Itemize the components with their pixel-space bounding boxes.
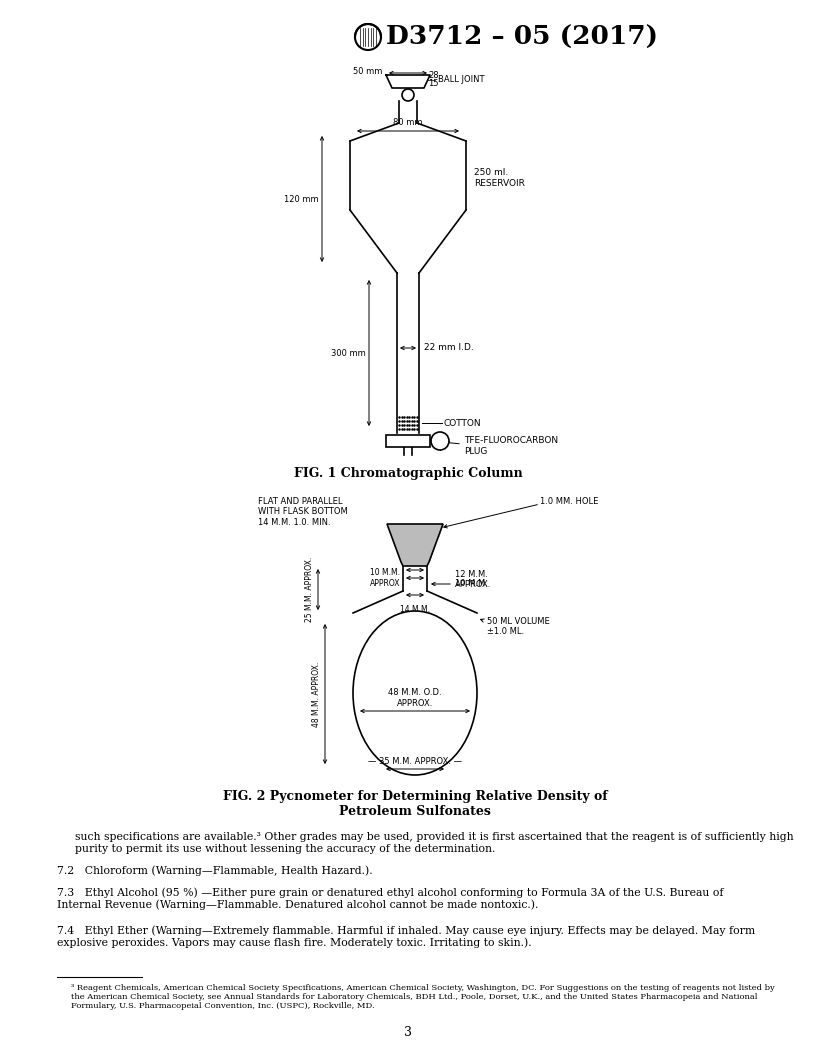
Text: such specifications are available.³ Other grades may be used, provided it is fir: such specifications are available.³ Othe…	[75, 832, 794, 853]
Ellipse shape	[353, 611, 477, 775]
Text: 50 ML VOLUME
±1.0 ML.: 50 ML VOLUME ±1.0 ML.	[487, 617, 550, 637]
Text: 28: 28	[428, 72, 439, 80]
Text: FIG. 1 Chromatographic Column: FIG. 1 Chromatographic Column	[294, 467, 522, 480]
Text: 3: 3	[404, 1026, 412, 1039]
Text: 7.3   Ethyl Alcohol (95 %) —Either pure grain or denatured ethyl alcohol conform: 7.3 Ethyl Alcohol (95 %) —Either pure gr…	[57, 887, 724, 910]
Text: BALL JOINT: BALL JOINT	[438, 75, 485, 84]
Text: 250 ml.
RESERVOIR: 250 ml. RESERVOIR	[474, 168, 525, 188]
Circle shape	[431, 432, 449, 450]
Text: 120 mm: 120 mm	[284, 194, 319, 204]
Text: 10 M.M.
APPROX: 10 M.M. APPROX	[370, 568, 400, 588]
Text: FLAT AND PARALLEL
WITH FLASK BOTTOM
14 M.M. 1.0. MIN.: FLAT AND PARALLEL WITH FLASK BOTTOM 14 M…	[258, 497, 348, 527]
Text: 48 M.M. O.D.
APPROX.: 48 M.M. O.D. APPROX.	[388, 689, 441, 708]
Text: TFE-FLUOROCARBON
PLUG: TFE-FLUOROCARBON PLUG	[464, 436, 558, 456]
Text: 15: 15	[428, 79, 438, 89]
Bar	[386, 435, 430, 447]
Text: 22 mm I.D.: 22 mm I.D.	[424, 343, 474, 353]
Circle shape	[402, 89, 414, 101]
Text: 10 M.M.: 10 M.M.	[455, 580, 488, 588]
Text: FIG. 2 Pycnometer for Determining Relative Density of
Petroleum Sulfonates: FIG. 2 Pycnometer for Determining Relati…	[223, 790, 607, 818]
Text: COTTON: COTTON	[443, 418, 481, 428]
Text: 12 M.M.
APPROX.: 12 M.M. APPROX.	[455, 570, 491, 589]
Text: — 35 M.M. APPROX. —: — 35 M.M. APPROX. —	[368, 756, 462, 766]
Text: 48 M.M. APPROX.: 48 M.M. APPROX.	[312, 661, 321, 727]
Polygon shape	[387, 524, 443, 566]
Text: 7.4   Ethyl Ether (Warning—Extremely flammable. Harmful if inhaled. May cause ey: 7.4 Ethyl Ether (Warning—Extremely flamm…	[57, 925, 755, 948]
Text: 25 M.M. APPROX.: 25 M.M. APPROX.	[305, 557, 314, 622]
Text: 1.0 MM. HOLE: 1.0 MM. HOLE	[540, 497, 598, 507]
Text: 300 mm: 300 mm	[331, 348, 366, 358]
Text: D3712 – 05 (2017): D3712 – 05 (2017)	[386, 24, 658, 50]
Text: 14 M.M.
I.D. MIN.: 14 M.M. I.D. MIN.	[399, 605, 431, 624]
Text: ³ Reagent Chemicals, American Chemical Society Specifications, American Chemical: ³ Reagent Chemicals, American Chemical S…	[71, 984, 774, 1011]
Text: 7.2   Chloroform (Warning—Flammable, Health Hazard.).: 7.2 Chloroform (Warning—Flammable, Healt…	[57, 865, 373, 875]
Text: 80 mm: 80 mm	[393, 118, 423, 127]
Text: 50 mm: 50 mm	[353, 67, 382, 75]
